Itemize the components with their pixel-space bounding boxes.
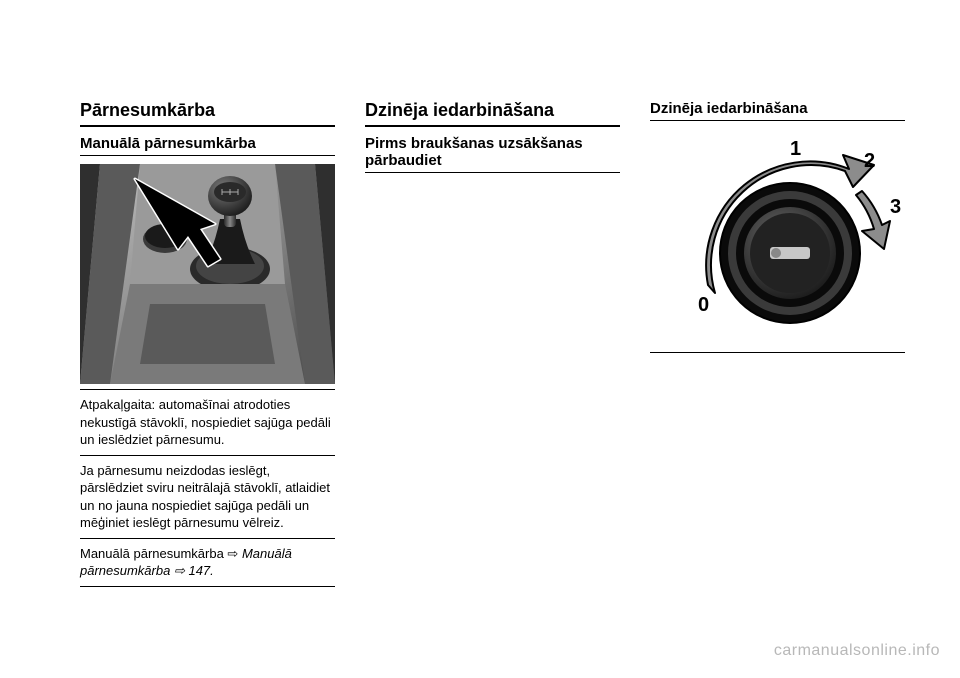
column-3: Dzinēja iedarbināšana <box>650 100 905 593</box>
col1-paragraph-2: Ja pārnesumu neizdodas ieslēgt, pārslēdz… <box>80 462 335 539</box>
col1-subheading: Manuālā pārnesumkārba <box>80 135 335 156</box>
col1-paragraph-3-xref: Manuālā pārnesumkārba ⇨ Manuālā pārnesum… <box>80 545 335 587</box>
col1-heading: Pārnesumkārba <box>80 100 335 127</box>
col3-divider <box>650 352 905 353</box>
page: Pārnesumkārba Manuālā pārnesumkārba <box>0 0 960 678</box>
columns: Pārnesumkārba Manuālā pārnesumkārba <box>80 100 880 593</box>
xref-page-number: 147. <box>185 563 214 578</box>
dial-label-2: 2 <box>864 150 875 172</box>
ignition-dial-illustration: 0 1 2 3 <box>650 129 905 348</box>
gearshift-illustration <box>80 164 335 390</box>
xref-text-a: Manuālā pārnesumkārba <box>80 546 227 561</box>
col1-paragraph-1: Atpakaļgaita: automašīnai atrodoties nek… <box>80 396 335 456</box>
col2-subheading: Pirms braukšanas uzsākšanas pārbaudiet <box>365 135 620 173</box>
dial-label-3: 3 <box>890 196 901 218</box>
xref-page-icon: ⇨ <box>174 563 185 578</box>
dial-label-1: 1 <box>790 138 801 160</box>
column-2: Dzinēja iedarbināšana Pirms braukšanas u… <box>365 100 620 593</box>
watermark-text: carmanualsonline.info <box>774 642 940 660</box>
xref-icon: ⇨ <box>227 546 238 561</box>
column-1: Pārnesumkārba Manuālā pārnesumkārba <box>80 100 335 593</box>
col2-heading: Dzinēja iedarbināšana <box>365 100 620 127</box>
dial-label-0: 0 <box>698 294 709 316</box>
col3-subheading: Dzinēja iedarbināšana <box>650 100 905 121</box>
